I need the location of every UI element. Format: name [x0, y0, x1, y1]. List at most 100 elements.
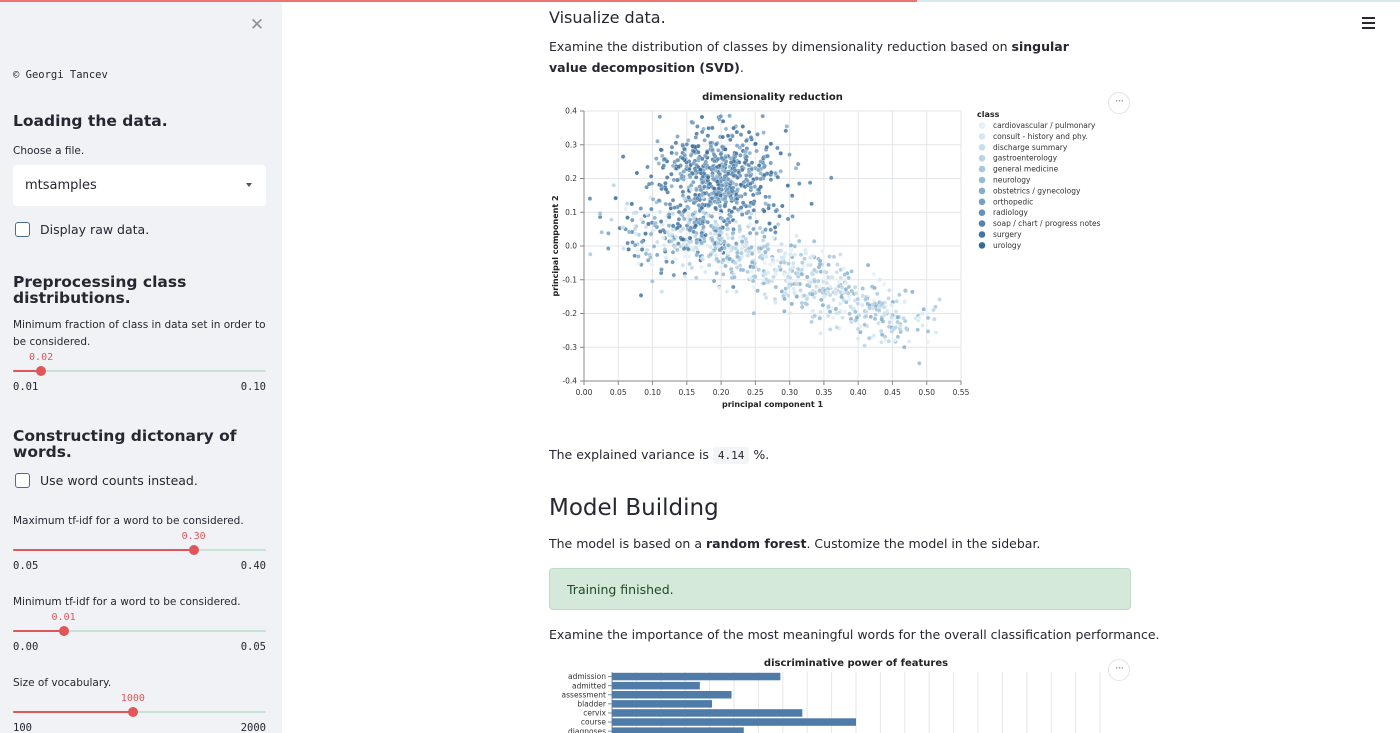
scatter-point [664, 259, 669, 264]
scatter-point [755, 132, 760, 137]
scatter-point [588, 252, 593, 257]
scatter-point [868, 314, 874, 320]
scatter-point [645, 258, 651, 263]
scatter-point [726, 250, 731, 255]
scatter-point [795, 266, 801, 272]
feature-bar [612, 727, 744, 733]
scatter-point [643, 251, 649, 257]
x-tick-label: 0.45 [884, 388, 901, 397]
scatter-point [791, 260, 796, 266]
scatter-point [662, 156, 668, 162]
scatter-point [831, 254, 837, 260]
scatter-point [743, 236, 749, 242]
scatter-point [742, 191, 748, 197]
scatter-point [700, 219, 706, 224]
scatter-point [723, 154, 728, 160]
scatter-point [809, 292, 815, 297]
slider-track[interactable] [13, 370, 266, 372]
scatter-point [763, 249, 768, 255]
scatter-point [826, 262, 831, 268]
chart-title: discriminative power of features [764, 658, 948, 669]
scatter-point [799, 304, 805, 310]
checkbox-box[interactable] [15, 222, 30, 237]
scatter-point [643, 224, 649, 230]
scatter-point [820, 249, 825, 254]
legend-label: cardiovascular / pulmonary [993, 121, 1096, 130]
slider-thumb[interactable] [188, 545, 199, 555]
scatter-point [738, 132, 744, 137]
category-label: cervix [583, 709, 606, 718]
scatter-point [696, 143, 701, 149]
scatter-point [721, 196, 727, 202]
scatter-point [708, 223, 714, 229]
scatter-point [704, 213, 710, 218]
scatter-point [829, 175, 834, 181]
vocab-size-label: Size of vocabulary. [13, 677, 112, 689]
copyright-text: © Georgi Tancev [13, 69, 108, 81]
scatter-point [817, 288, 822, 293]
scatter-point [881, 304, 887, 310]
x-tick-label: 0.00 [576, 388, 593, 397]
scatter-point [625, 215, 630, 220]
scatter-point [925, 339, 930, 345]
scatter-point [810, 308, 816, 314]
scatter-point [703, 269, 708, 275]
chart-menu-button[interactable]: ··· [1108, 92, 1130, 114]
slider-track[interactable] [13, 711, 266, 713]
scatter-point [795, 270, 801, 276]
scatter-point [687, 235, 693, 241]
file-select[interactable]: mtsamples [13, 165, 266, 206]
slider-value: 0.01 [51, 612, 76, 623]
scatter-point [763, 271, 769, 276]
slider-fill [13, 630, 64, 632]
scatter-point [629, 201, 635, 207]
min-fraction-slider[interactable]: 0.02 0.01 0.10 [13, 352, 266, 396]
scatter-point [746, 129, 752, 135]
scatter-point [779, 241, 784, 247]
scatter-point [675, 158, 680, 163]
word-counts-checkbox[interactable]: Use word counts instead. [13, 471, 273, 491]
scatter-point [720, 119, 726, 124]
scatter-point [855, 336, 861, 342]
x-tick-label: 0.20 [713, 388, 730, 397]
legend-symbol [978, 122, 986, 129]
scatter-point [773, 208, 779, 214]
scatter-point [921, 307, 926, 312]
text-span: . [739, 60, 744, 75]
scatter-point [699, 180, 705, 185]
scatter-point [858, 329, 863, 335]
scatter-point [897, 292, 902, 298]
slider-thumb[interactable] [58, 626, 69, 636]
scatter-point [795, 161, 801, 167]
feature-bar [612, 672, 781, 681]
max-tfidf-slider[interactable]: 0.30 0.05 0.40 [13, 531, 266, 575]
hamburger-icon[interactable] [1362, 17, 1376, 29]
scatter-point [839, 294, 844, 300]
slider-thumb[interactable] [127, 707, 138, 717]
scatter-point [750, 278, 756, 284]
scatter-point [695, 195, 700, 201]
scatter-point [902, 344, 907, 350]
close-icon[interactable]: ✕ [249, 15, 265, 35]
scatter-point [650, 197, 656, 202]
display-raw-data-checkbox[interactable]: Display raw data. [13, 220, 273, 240]
slider-track[interactable] [13, 630, 266, 632]
visualize-title: Visualize data. [549, 8, 666, 27]
importance-description: Examine the importance of the most meani… [549, 627, 1160, 642]
scatter-point [798, 288, 803, 293]
scatter-point [714, 270, 719, 276]
scatter-point [732, 275, 737, 280]
slider-thumb[interactable] [36, 366, 47, 376]
scatter-point [709, 237, 715, 242]
chart-menu-button[interactable]: ··· [1108, 659, 1130, 681]
scatter-point [680, 226, 686, 232]
scatter-point [687, 174, 693, 180]
scatter-point [749, 160, 755, 165]
y-tick-label: -0.1 [562, 275, 577, 284]
vocab-size-slider[interactable]: 1000 100 2000 [13, 693, 266, 733]
file-select-value: mtsamples [25, 178, 97, 193]
min-tfidf-label: Minimum tf-idf for a word to be consider… [13, 596, 241, 608]
min-tfidf-slider[interactable]: 0.01 0.00 0.05 [13, 612, 266, 656]
checkbox-box[interactable] [15, 473, 30, 488]
scatter-point [606, 231, 611, 236]
